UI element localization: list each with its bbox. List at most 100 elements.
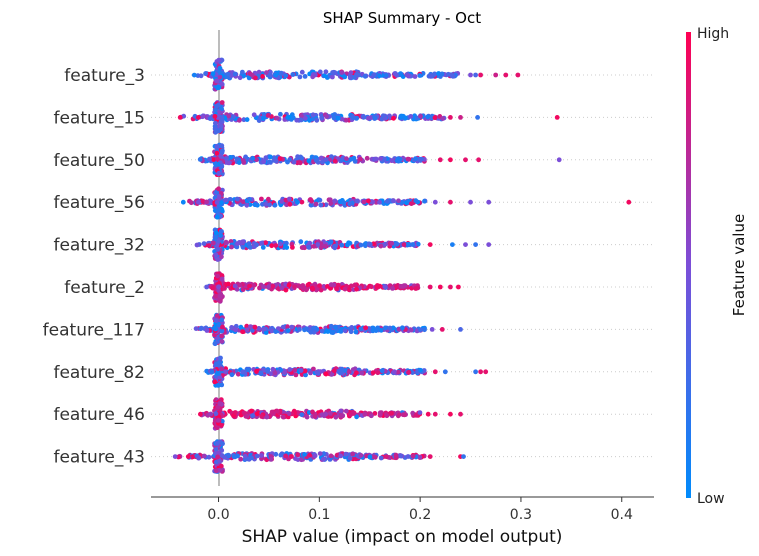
shap-point <box>272 370 278 376</box>
shap-point <box>219 229 224 234</box>
shap-point <box>214 200 220 205</box>
shap-point <box>256 118 262 123</box>
shap-point <box>214 441 220 446</box>
shap-point <box>478 369 483 375</box>
shap-point <box>200 198 206 204</box>
shap-point <box>225 281 231 287</box>
shap-point <box>290 115 296 121</box>
shap-point <box>240 369 246 375</box>
shap-point <box>473 242 478 248</box>
shap-point <box>266 159 272 165</box>
shap-point <box>556 157 562 163</box>
shap-point <box>400 284 406 289</box>
shap-point <box>418 113 423 119</box>
shap-point <box>315 371 321 376</box>
shap-point <box>196 115 201 120</box>
shap-point <box>235 371 241 377</box>
shap-point <box>406 241 411 247</box>
shap-point <box>254 242 259 248</box>
shap-point <box>302 74 308 79</box>
shap-point <box>215 273 221 279</box>
shap-point <box>408 114 414 119</box>
x-tick-label: 0.1 <box>308 507 330 523</box>
shap-point <box>384 413 390 419</box>
shap-point <box>334 286 339 292</box>
shap-point <box>196 455 201 461</box>
shap-point <box>394 241 399 247</box>
y-tick-label: feature_50 <box>53 151 145 171</box>
shap-point <box>319 412 325 418</box>
shap-point <box>297 327 302 332</box>
shap-point <box>366 198 371 204</box>
shap-point <box>215 383 221 388</box>
shap-point <box>273 329 279 334</box>
shap-point <box>427 454 433 459</box>
y-tick-label: feature_15 <box>53 108 145 128</box>
shap-point <box>246 367 251 373</box>
shap-point <box>216 450 222 456</box>
shap-point <box>272 202 278 208</box>
shap-point <box>238 456 244 462</box>
shap-point <box>268 457 274 462</box>
shap-point <box>213 468 219 474</box>
shap-point <box>260 116 266 121</box>
shap-point <box>463 242 468 248</box>
shap-point <box>219 339 225 344</box>
y-tick-label: feature_117 <box>43 320 145 340</box>
shap-point <box>427 284 433 290</box>
shap-point <box>261 326 267 332</box>
shap-point <box>410 453 416 459</box>
shap-point <box>307 71 313 77</box>
shap-point <box>299 69 305 75</box>
shap-point <box>256 69 262 75</box>
shap-point <box>269 328 275 334</box>
shap-point <box>319 328 325 334</box>
shap-point <box>446 71 451 77</box>
shap-point <box>216 418 221 423</box>
shap-point <box>198 411 203 417</box>
shap-point <box>213 447 219 452</box>
shap-point <box>413 198 419 204</box>
shap-point <box>478 72 483 78</box>
shap-point <box>367 454 373 460</box>
shap-point <box>219 106 225 112</box>
shap-point <box>259 196 264 202</box>
shap-point <box>215 257 221 262</box>
shap-point <box>212 341 218 347</box>
shap-point <box>213 120 218 126</box>
shap-point <box>311 366 316 372</box>
shap-point <box>379 368 385 374</box>
shap-point <box>250 155 256 161</box>
shap-point <box>214 150 220 156</box>
shap-point <box>358 326 364 332</box>
y-axis-tick-labels: feature_3 feature_15 feature_50 feature_56f… <box>43 66 145 468</box>
shap-point <box>214 78 219 84</box>
shap-point <box>354 370 359 376</box>
shap-point <box>273 451 279 457</box>
shap-point <box>427 242 433 248</box>
shap-point <box>260 201 265 207</box>
shap-point <box>249 408 254 414</box>
shap-point <box>271 155 277 161</box>
shap-point <box>196 199 201 205</box>
shap-point <box>216 128 222 134</box>
shap-point <box>283 197 288 203</box>
shap-point <box>330 330 336 335</box>
shap-point <box>279 285 285 291</box>
shap-point <box>217 467 223 473</box>
shap-point <box>256 326 262 331</box>
shap-point <box>240 199 246 205</box>
shap-point <box>289 324 295 330</box>
shap-point <box>475 115 480 120</box>
shap-point <box>310 286 316 292</box>
shap-point <box>348 70 354 76</box>
shap-point <box>246 241 252 247</box>
feature-row-feature-82 <box>151 355 654 388</box>
shap-point <box>241 160 247 165</box>
shap-point <box>396 412 402 417</box>
feature-row-feature-56 <box>151 186 654 220</box>
shap-point <box>378 455 384 461</box>
shap-point <box>180 199 186 205</box>
shap-point <box>351 155 357 161</box>
shap-point <box>267 72 273 78</box>
